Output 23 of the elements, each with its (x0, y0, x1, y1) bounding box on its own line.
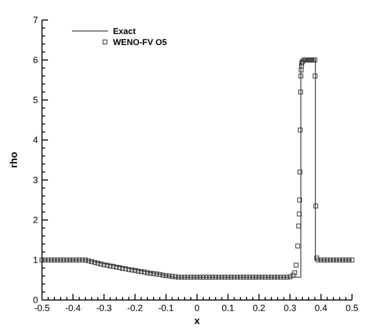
x-tick-label: -0.4 (65, 303, 81, 313)
x-tick-label: 0.5 (346, 303, 358, 313)
y-tick-label: 3 (32, 175, 38, 185)
x-tick-label: -0.2 (127, 303, 143, 313)
x-tick-label: 0.2 (252, 303, 266, 313)
y-tick-label: 7 (32, 15, 38, 25)
y-tick-label: 4 (32, 135, 38, 145)
x-axis-title: x (194, 316, 200, 327)
x-tick-label: -0.5 (34, 303, 50, 313)
x-tick-label: 0.1 (222, 303, 234, 313)
x-tick-label: -0.1 (158, 303, 174, 313)
legend-label: WENO-FV O5 (113, 37, 168, 47)
y-tick-label: 6 (32, 55, 38, 65)
x-tick-label: 0 (194, 303, 200, 313)
y-tick-label: 1 (32, 255, 38, 265)
legend-label: Exact (113, 26, 136, 36)
y-tick-label: 5 (32, 95, 38, 105)
x-tick-label: -0.3 (96, 303, 112, 313)
y-tick-label: 0 (32, 295, 38, 305)
y-tick-label: 2 (32, 215, 38, 225)
y-axis-title: rho (9, 152, 20, 168)
x-tick-label: 0.4 (314, 303, 328, 313)
x-tick-label: 0.3 (284, 303, 296, 313)
